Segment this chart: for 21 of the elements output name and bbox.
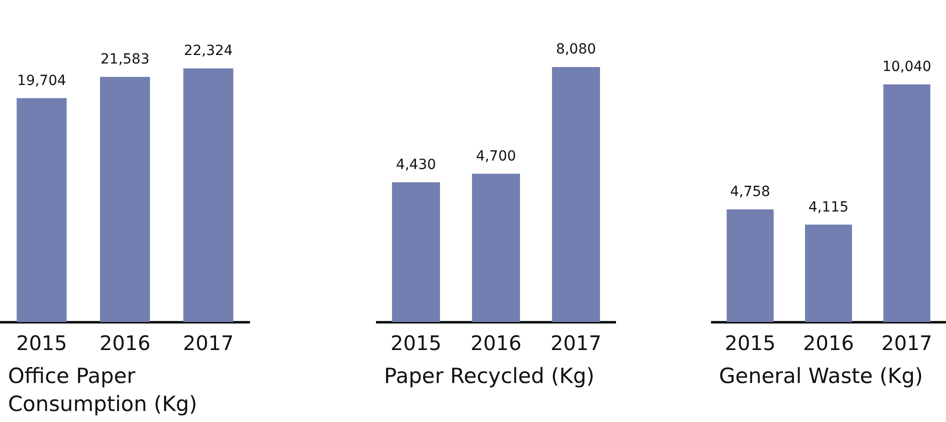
- data-label: 8,080: [556, 42, 596, 58]
- x-tick-label: 2015: [724, 331, 776, 356]
- data-label: 10,040: [882, 59, 932, 76]
- data-label: 4,430: [396, 156, 436, 173]
- x-tick-label: 2016: [470, 331, 522, 356]
- data-label: 19,704: [17, 72, 66, 89]
- text: Office Paper Consumption (Kg): [8, 363, 198, 418]
- text: General Waste (Kg): [719, 363, 924, 390]
- data-label: 4,700: [476, 148, 516, 164]
- text: Paper Recycled (Kg): [384, 363, 596, 390]
- x-tick-label: 2016: [803, 331, 854, 356]
- x-tick-label: 2015: [16, 331, 68, 356]
- data-label: 22,324: [184, 43, 233, 60]
- x-tick-label: 2017: [550, 331, 602, 356]
- data-label: 4,115: [808, 199, 849, 216]
- data-label: 21,583: [100, 51, 150, 68]
- x-tick-label: 2017: [182, 331, 234, 356]
- data-label: 4,758: [730, 184, 770, 200]
- x-tick-label: 2016: [100, 331, 150, 356]
- x-tick-label: 2017: [881, 331, 932, 356]
- x-tick-label: 2015: [390, 331, 442, 356]
